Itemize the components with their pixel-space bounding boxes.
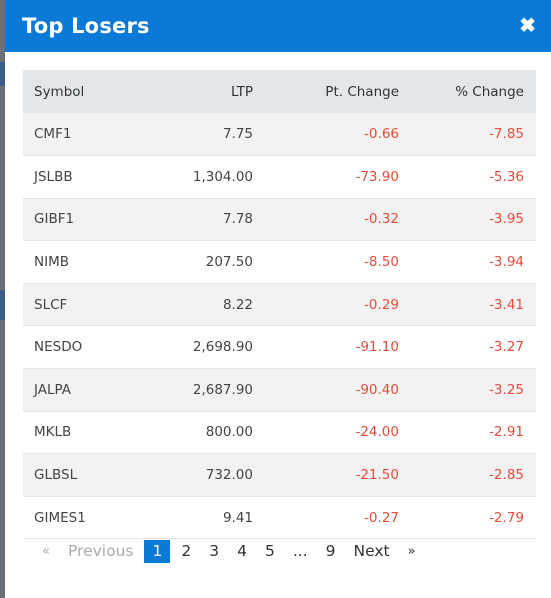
table-row[interactable]: GIBF1 7.78 -0.32 -3.95 xyxy=(23,198,536,241)
table-header-row: Symbol LTP Pt. Change % Change xyxy=(23,70,536,113)
pct-change-cell: -3.94 xyxy=(489,254,524,271)
column-header-symbol[interactable]: Symbol xyxy=(34,83,85,100)
pt-change-cell: -0.32 xyxy=(364,211,399,228)
symbol-cell: JALPA xyxy=(34,381,72,398)
ltp-cell: 2,698.90 xyxy=(192,339,253,356)
ltp-cell: 207.50 xyxy=(205,254,253,271)
pt-change-cell: -8.50 xyxy=(364,254,399,271)
pct-change-cell: -2.79 xyxy=(489,509,524,526)
losers-table: Symbol LTP Pt. Change % Change CMF1 7.75 -… xyxy=(23,70,536,539)
pct-change-cell: -3.41 xyxy=(489,296,524,313)
page-button-2[interactable]: 2 xyxy=(181,542,192,560)
page-button-4[interactable]: 4 xyxy=(237,542,247,560)
column-header-pt-change[interactable]: Pt. Change xyxy=(325,83,399,100)
ltp-cell: 9.41 xyxy=(222,509,253,526)
column-header-pct-change[interactable]: % Change xyxy=(455,83,524,100)
ltp-cell: 1,304.00 xyxy=(192,168,253,185)
ltp-cell: 732.00 xyxy=(205,467,253,484)
page-button-5[interactable]: 5 xyxy=(264,542,275,560)
pt-change-cell: -0.27 xyxy=(364,509,399,526)
next-button[interactable]: Next xyxy=(353,542,390,560)
previous-arrow-icon: « xyxy=(42,544,50,559)
table-row[interactable]: JALPA 2,687.90 -90.40 -3.25 xyxy=(23,368,536,412)
symbol-cell: JSLBB xyxy=(34,168,73,185)
table-row[interactable]: GIMES1 9.41 -0.27 -2.79 xyxy=(23,496,536,539)
background-strip xyxy=(0,62,6,86)
symbol-cell: NIMB xyxy=(34,254,69,271)
pct-change-cell: -2.91 xyxy=(489,424,524,441)
ltp-cell: 8.22 xyxy=(222,296,253,313)
pt-change-cell: -0.66 xyxy=(364,126,399,143)
next-arrow-icon[interactable]: » xyxy=(407,544,416,559)
pct-change-cell: -3.27 xyxy=(489,339,524,356)
previous-button[interactable]: Previous xyxy=(67,542,134,560)
symbol-cell: SLCF xyxy=(34,296,68,313)
background-strip xyxy=(0,290,6,320)
pt-change-cell: -24.00 xyxy=(355,424,399,441)
ltp-cell: 7.78 xyxy=(222,211,253,228)
table-row[interactable]: SLCF 8.22 -0.29 -3.41 xyxy=(23,283,536,326)
symbol-cell: CMF1 xyxy=(34,126,72,143)
ltp-cell: 7.75 xyxy=(222,126,253,143)
pt-change-cell: -0.29 xyxy=(364,296,399,313)
pct-change-cell: -3.25 xyxy=(489,381,524,398)
symbol-cell: GIBF1 xyxy=(34,211,75,228)
ltp-cell: 800.00 xyxy=(205,424,253,441)
close-icon[interactable]: ✖ xyxy=(519,15,536,37)
pagination: « Previous 1 2 3 4 5 ... 9 Next » xyxy=(33,540,425,563)
table-row[interactable]: NIMB 207.50 -8.50 -3.94 xyxy=(23,240,536,284)
pct-change-cell: -5.36 xyxy=(489,168,524,185)
table-row[interactable]: NESDO 2,698.90 -91.10 -3.27 xyxy=(23,325,536,369)
table-row[interactable]: GLBSL 732.00 -21.50 -2.85 xyxy=(23,453,536,497)
modal-header: Top Losers ✖ xyxy=(5,0,551,52)
pt-change-cell: -73.90 xyxy=(355,168,399,185)
table-row[interactable]: MKLB 800.00 -24.00 -2.91 xyxy=(23,411,536,454)
page-ellipsis: ... xyxy=(292,542,308,560)
symbol-cell: GLBSL xyxy=(34,467,78,484)
modal-title: Top Losers xyxy=(22,14,150,38)
symbol-cell: NESDO xyxy=(34,339,83,356)
losers-table-container: Symbol LTP Pt. Change % Change CMF1 7.75 -… xyxy=(23,70,536,539)
table-row[interactable]: JSLBB 1,304.00 -73.90 -5.36 xyxy=(23,155,536,199)
pct-change-cell: -2.85 xyxy=(489,467,524,484)
ltp-cell: 2,687.90 xyxy=(192,381,253,398)
pt-change-cell: -21.50 xyxy=(355,467,399,484)
pt-change-cell: -90.40 xyxy=(355,381,399,398)
column-header-ltp[interactable]: LTP xyxy=(230,83,253,100)
page-button-3[interactable]: 3 xyxy=(209,542,220,560)
pct-change-cell: -7.85 xyxy=(489,126,524,143)
symbol-cell: GIMES1 xyxy=(34,509,86,526)
symbol-cell: MKLB xyxy=(34,424,72,441)
table-row[interactable]: CMF1 7.75 -0.66 -7.85 xyxy=(23,113,536,156)
page-button-1[interactable]: 1 xyxy=(144,540,171,563)
pct-change-cell: -3.95 xyxy=(489,211,524,228)
pt-change-cell: -91.10 xyxy=(355,339,399,356)
top-losers-modal: Top Losers ✖ Symbol LTP Pt. Change % Cha… xyxy=(5,0,551,598)
page-button-9[interactable]: 9 xyxy=(325,542,336,560)
